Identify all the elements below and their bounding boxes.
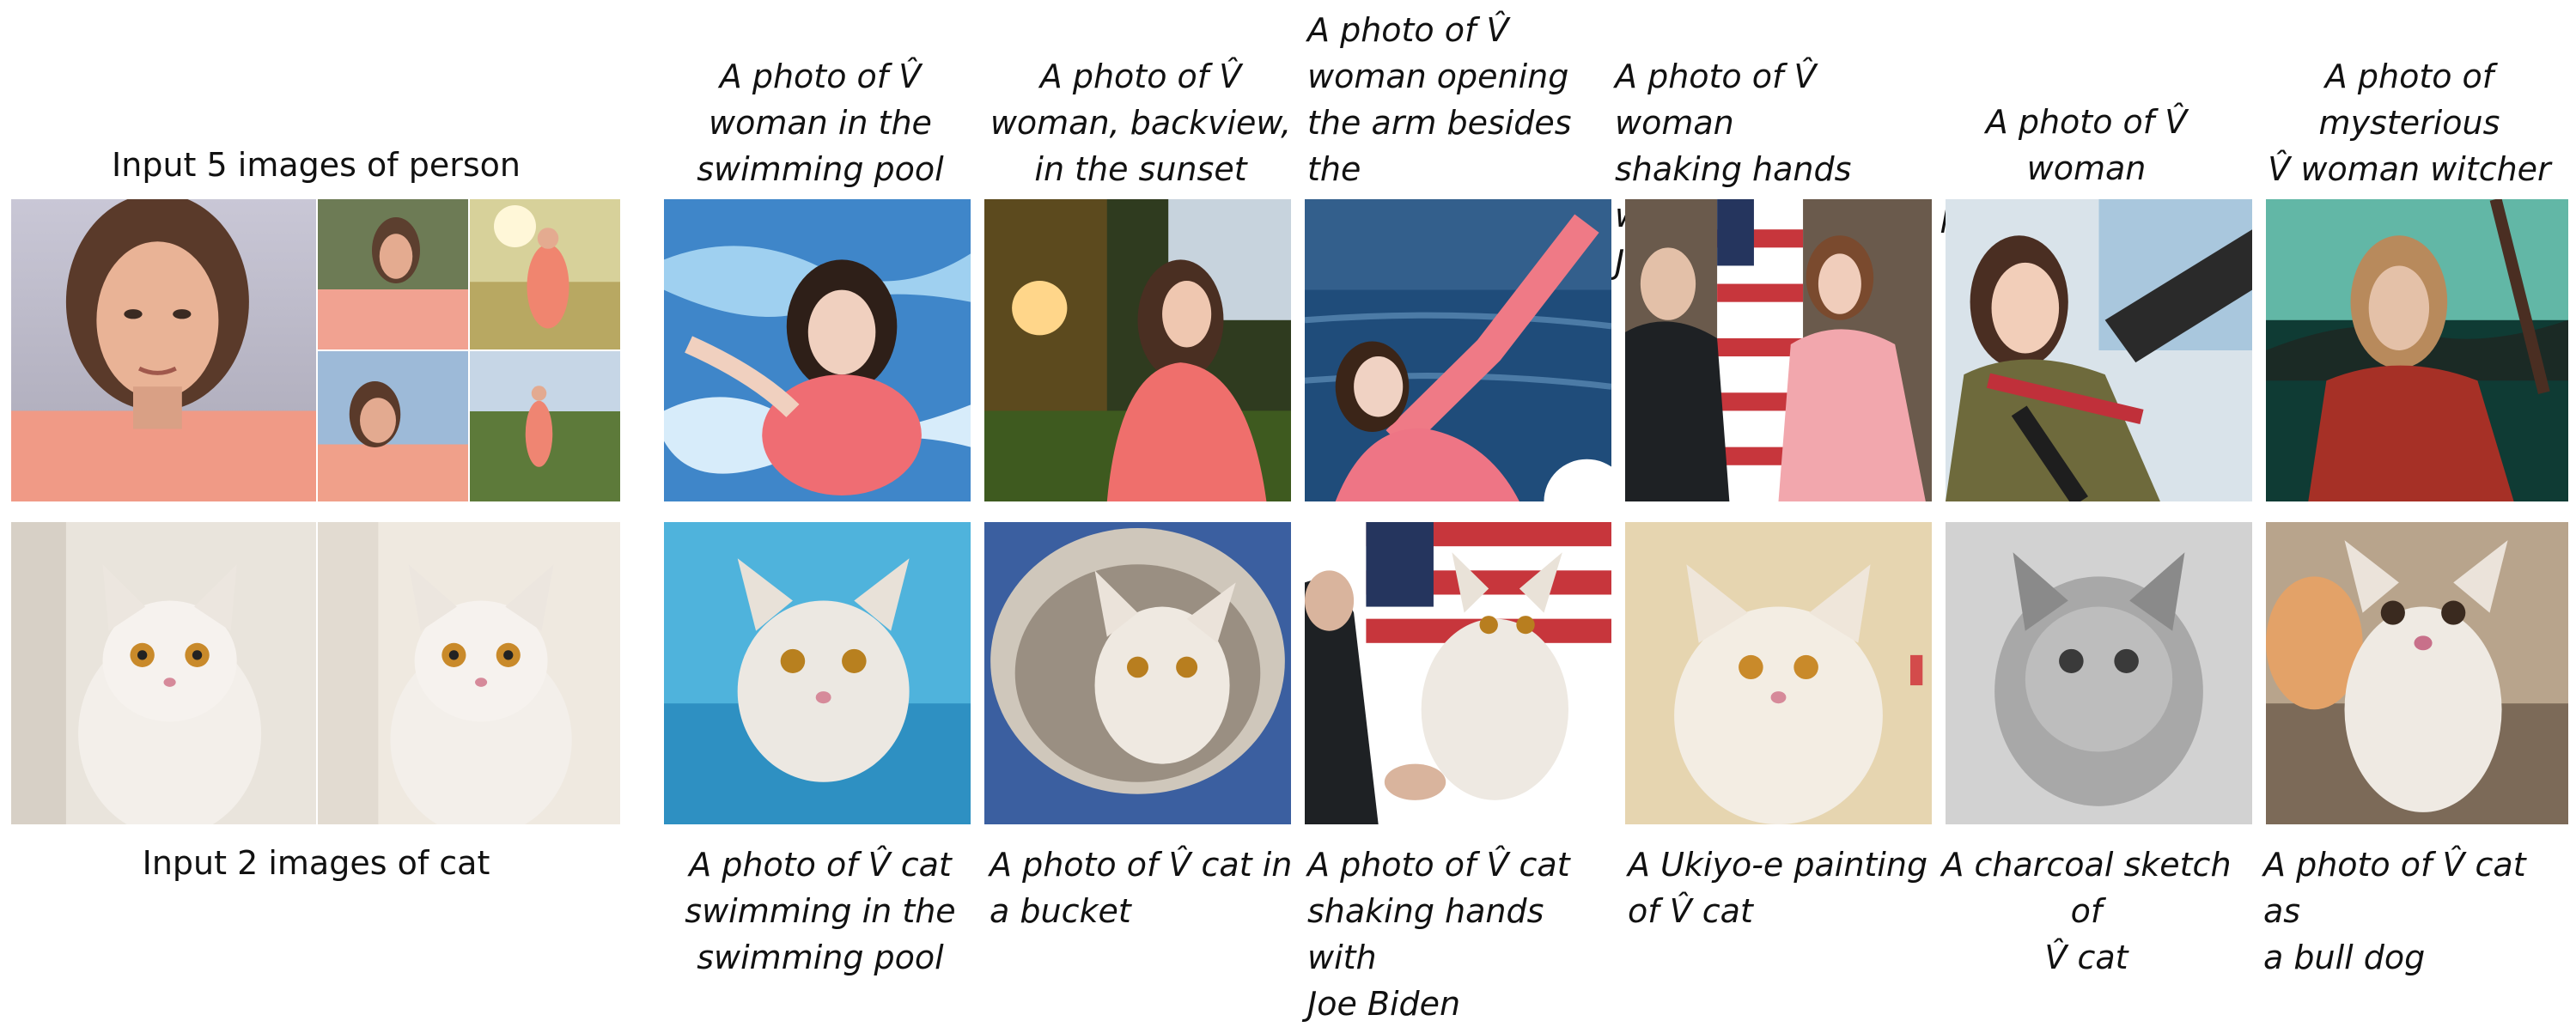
output-woman-blue-sea [1305, 199, 1611, 501]
output-woman-fight-jet [1946, 199, 2252, 501]
output-woman-swimming-pool [664, 199, 971, 501]
input-cat-image-2 [318, 522, 620, 824]
input-cat-image-1 [11, 522, 316, 824]
output-cat-bull-dog [2266, 522, 2568, 824]
input-person-label: Input 5 images of person [112, 146, 521, 184]
prompt-bottom-2: A photo of V̂ cat in a bucket [990, 846, 1293, 930]
prompt-bottom-3: A photo of V̂ cat shaking hands with Joe… [1307, 846, 1570, 1023]
input-cat-label: Input 2 images of cat [142, 844, 490, 882]
output-woman-backview-sunset [984, 199, 1291, 501]
input-person-image-3 [470, 199, 620, 349]
prompt-top-1: A photo of V̂ woman in the swimming pool [697, 58, 944, 188]
output-cat-bucket [984, 522, 1291, 824]
prompt-top-2: A photo of V̂ woman, backview, in the su… [990, 58, 1292, 188]
prompt-bottom-1: A photo of V̂ cat swimming in the swimmi… [685, 846, 956, 976]
output-woman-shaking-hands [1625, 199, 1932, 501]
output-cat-swimming-pool [664, 522, 971, 824]
output-cat-shaking-hands [1305, 522, 1611, 824]
input-person-image-4 [318, 351, 468, 501]
input-person-image-5 [470, 351, 620, 501]
output-woman-witcher-night [2266, 199, 2568, 501]
input-person-image-1 [11, 199, 316, 501]
prompt-bottom-4: A Ukiyo-e painting of V̂ cat [1628, 846, 1928, 930]
prompt-bottom-6: A photo of V̂ cat as a bull dog [2263, 846, 2526, 976]
output-cat-ukiyoe [1625, 522, 1932, 824]
input-person-image-2 [318, 199, 468, 349]
output-cat-charcoal-sketch [1946, 522, 2252, 824]
prompt-bottom-5: A charcoal sketch of V̂ cat [1941, 846, 2232, 976]
